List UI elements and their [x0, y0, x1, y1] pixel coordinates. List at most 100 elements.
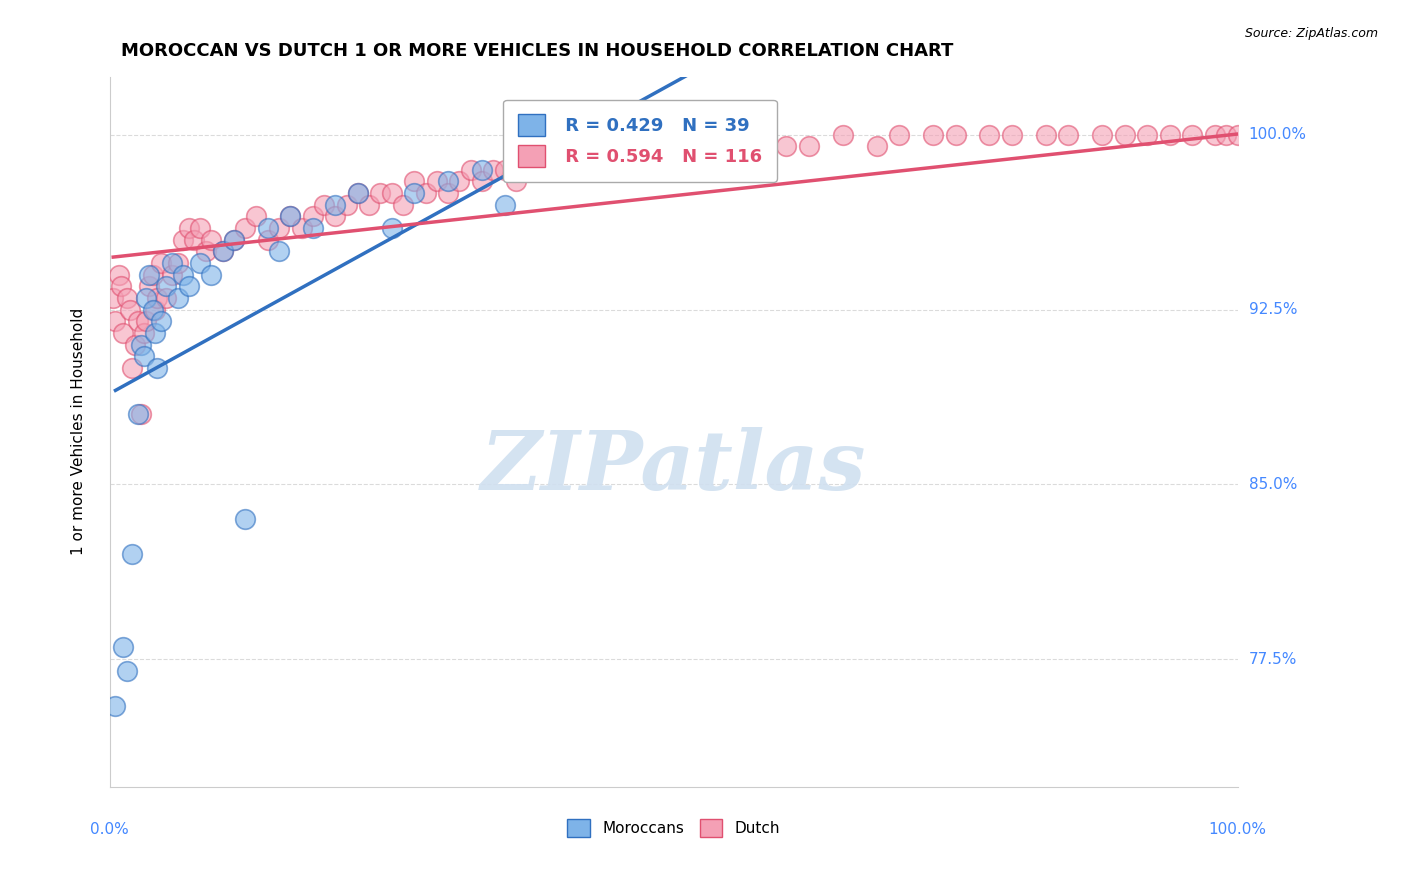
Point: [245, 210, 267, 224]
Point: [188, 256, 211, 270]
Point: [359, 198, 381, 212]
Point: [160, 268, 183, 282]
Text: MOROCCAN VS DUTCH 1 OR MORE VEHICLES IN HOUSEHOLD CORRELATION CHART: MOROCCAN VS DUTCH 1 OR MORE VEHICLES IN …: [121, 42, 953, 60]
Point: [166, 291, 188, 305]
Point: [290, 221, 312, 235]
Point: [1035, 128, 1057, 142]
Point: [325, 198, 347, 212]
Point: [108, 268, 131, 282]
Text: Source: ZipAtlas.com: Source: ZipAtlas.com: [1244, 27, 1378, 40]
Point: [160, 256, 183, 270]
Point: [172, 268, 194, 282]
Point: [685, 139, 707, 153]
Point: [1057, 128, 1080, 142]
Point: [775, 139, 797, 153]
Point: [538, 151, 561, 165]
Point: [115, 291, 138, 305]
Point: [1001, 128, 1024, 142]
Point: [124, 337, 146, 351]
Point: [155, 279, 177, 293]
Point: [104, 698, 127, 713]
Point: [267, 244, 290, 259]
Point: [121, 360, 143, 375]
Point: [1316, 128, 1339, 142]
Point: [1249, 128, 1271, 142]
Point: [301, 210, 323, 224]
Point: [1282, 128, 1305, 142]
Point: [752, 139, 775, 153]
Point: [267, 221, 290, 235]
Point: [1136, 128, 1159, 142]
Point: [437, 174, 460, 188]
Point: [1215, 128, 1237, 142]
Point: [1305, 128, 1327, 142]
Point: [381, 221, 404, 235]
Point: [494, 198, 516, 212]
Point: [278, 210, 301, 224]
Legend: Moroccans, Dutch: Moroccans, Dutch: [561, 813, 786, 844]
Point: [347, 186, 370, 200]
Point: [392, 198, 415, 212]
Text: ZIPatlas: ZIPatlas: [481, 427, 866, 508]
Point: [426, 174, 449, 188]
Point: [222, 233, 245, 247]
Point: [1260, 128, 1282, 142]
Point: [662, 151, 685, 165]
Point: [449, 174, 471, 188]
Point: [131, 408, 153, 422]
Point: [617, 151, 640, 165]
Point: [1226, 128, 1249, 142]
Point: [889, 128, 911, 142]
Point: [831, 128, 853, 142]
Point: [143, 302, 166, 317]
Text: 85.0%: 85.0%: [1249, 477, 1296, 491]
Text: 92.5%: 92.5%: [1249, 302, 1298, 317]
Point: [135, 314, 157, 328]
Point: [146, 360, 169, 375]
Point: [1395, 128, 1406, 142]
Point: [550, 139, 572, 153]
Point: [278, 210, 301, 224]
Point: [256, 233, 278, 247]
Point: [121, 547, 143, 561]
Point: [149, 314, 172, 328]
Point: [1294, 128, 1316, 142]
Point: [166, 256, 188, 270]
Point: [172, 233, 194, 247]
Point: [527, 151, 550, 165]
Point: [640, 139, 662, 153]
Text: 77.5%: 77.5%: [1249, 651, 1296, 666]
Point: [149, 256, 172, 270]
Point: [482, 162, 505, 177]
Point: [233, 512, 256, 526]
Point: [211, 244, 233, 259]
Point: [404, 186, 426, 200]
Point: [132, 349, 155, 363]
Point: [1091, 128, 1114, 142]
Point: [325, 210, 347, 224]
Point: [112, 326, 135, 340]
Point: [155, 291, 177, 305]
Point: [606, 162, 628, 177]
Point: [146, 291, 169, 305]
Point: [120, 302, 142, 317]
Point: [135, 291, 157, 305]
Point: [1181, 128, 1204, 142]
Point: [550, 139, 572, 153]
Point: [142, 302, 165, 317]
Point: [572, 151, 595, 165]
Point: [516, 151, 538, 165]
Point: [1372, 128, 1395, 142]
Point: [131, 337, 153, 351]
Point: [471, 174, 494, 188]
Point: [505, 174, 527, 188]
Point: [494, 162, 516, 177]
Point: [194, 244, 217, 259]
Point: [370, 186, 392, 200]
Point: [415, 186, 437, 200]
Point: [132, 326, 155, 340]
Point: [404, 174, 426, 188]
Point: [460, 162, 482, 177]
Y-axis label: 1 or more Vehicles in Household: 1 or more Vehicles in Household: [72, 309, 86, 556]
Point: [1350, 128, 1372, 142]
